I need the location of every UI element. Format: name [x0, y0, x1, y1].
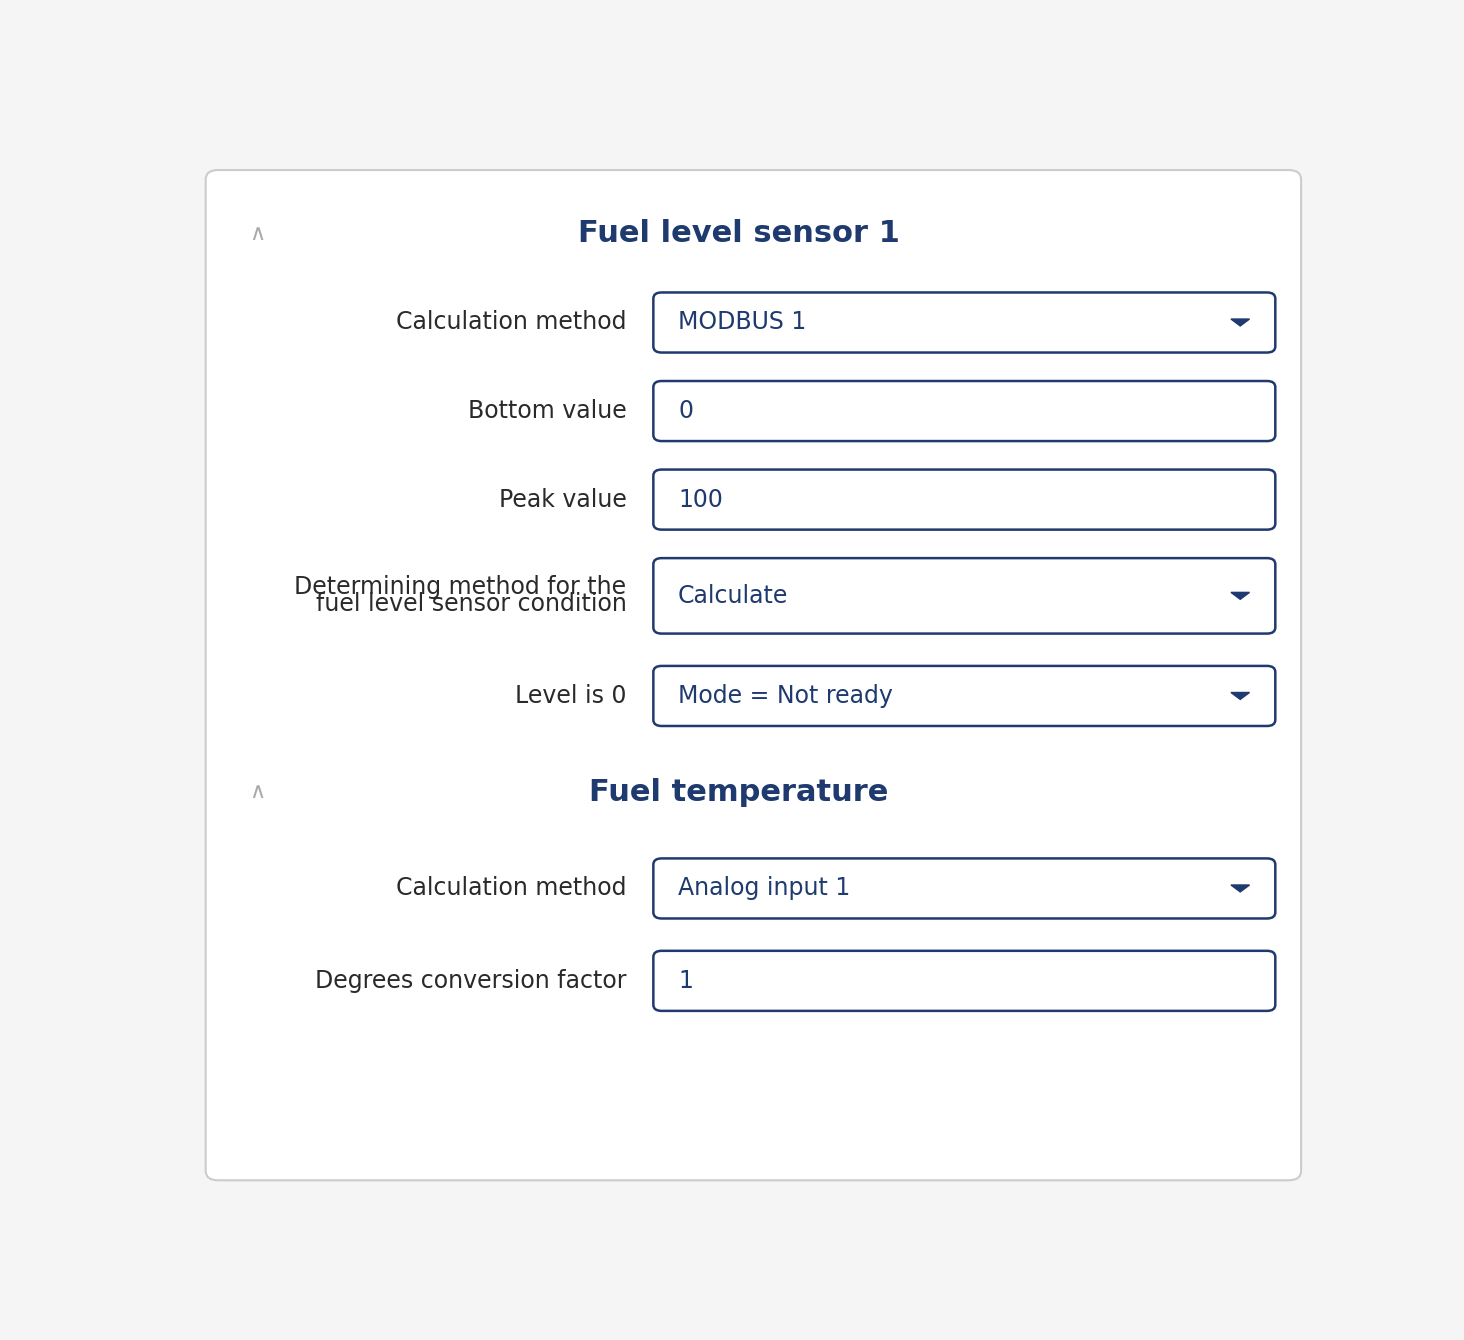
Text: 1: 1 [678, 969, 692, 993]
FancyBboxPatch shape [653, 859, 1275, 918]
FancyBboxPatch shape [653, 559, 1275, 634]
Polygon shape [1231, 319, 1250, 326]
FancyBboxPatch shape [653, 951, 1275, 1010]
Polygon shape [1231, 693, 1250, 699]
Text: 100: 100 [678, 488, 723, 512]
Text: Degrees conversion factor: Degrees conversion factor [315, 969, 627, 993]
Text: MODBUS 1: MODBUS 1 [678, 311, 807, 335]
Text: Mode = Not ready: Mode = Not ready [678, 683, 893, 708]
Text: 0: 0 [678, 399, 692, 423]
FancyBboxPatch shape [653, 381, 1275, 441]
FancyBboxPatch shape [205, 170, 1301, 1181]
FancyBboxPatch shape [653, 469, 1275, 529]
Text: ∧: ∧ [249, 224, 265, 244]
Text: Level is 0: Level is 0 [515, 683, 627, 708]
Text: Analog input 1: Analog input 1 [678, 876, 851, 900]
Text: Determining method for the: Determining method for the [294, 575, 627, 599]
Text: ∧: ∧ [249, 783, 265, 803]
FancyBboxPatch shape [653, 666, 1275, 726]
Text: Fuel level sensor 1: Fuel level sensor 1 [578, 220, 900, 248]
Text: Fuel temperature: Fuel temperature [590, 777, 889, 807]
Text: Calculation method: Calculation method [397, 311, 627, 335]
Text: Calculation method: Calculation method [397, 876, 627, 900]
Text: Calculate: Calculate [678, 584, 789, 608]
Text: Peak value: Peak value [499, 488, 627, 512]
Text: fuel level sensor condition: fuel level sensor condition [316, 592, 627, 616]
FancyBboxPatch shape [653, 292, 1275, 352]
Polygon shape [1231, 884, 1250, 892]
Polygon shape [1231, 592, 1250, 599]
Text: Bottom value: Bottom value [468, 399, 627, 423]
